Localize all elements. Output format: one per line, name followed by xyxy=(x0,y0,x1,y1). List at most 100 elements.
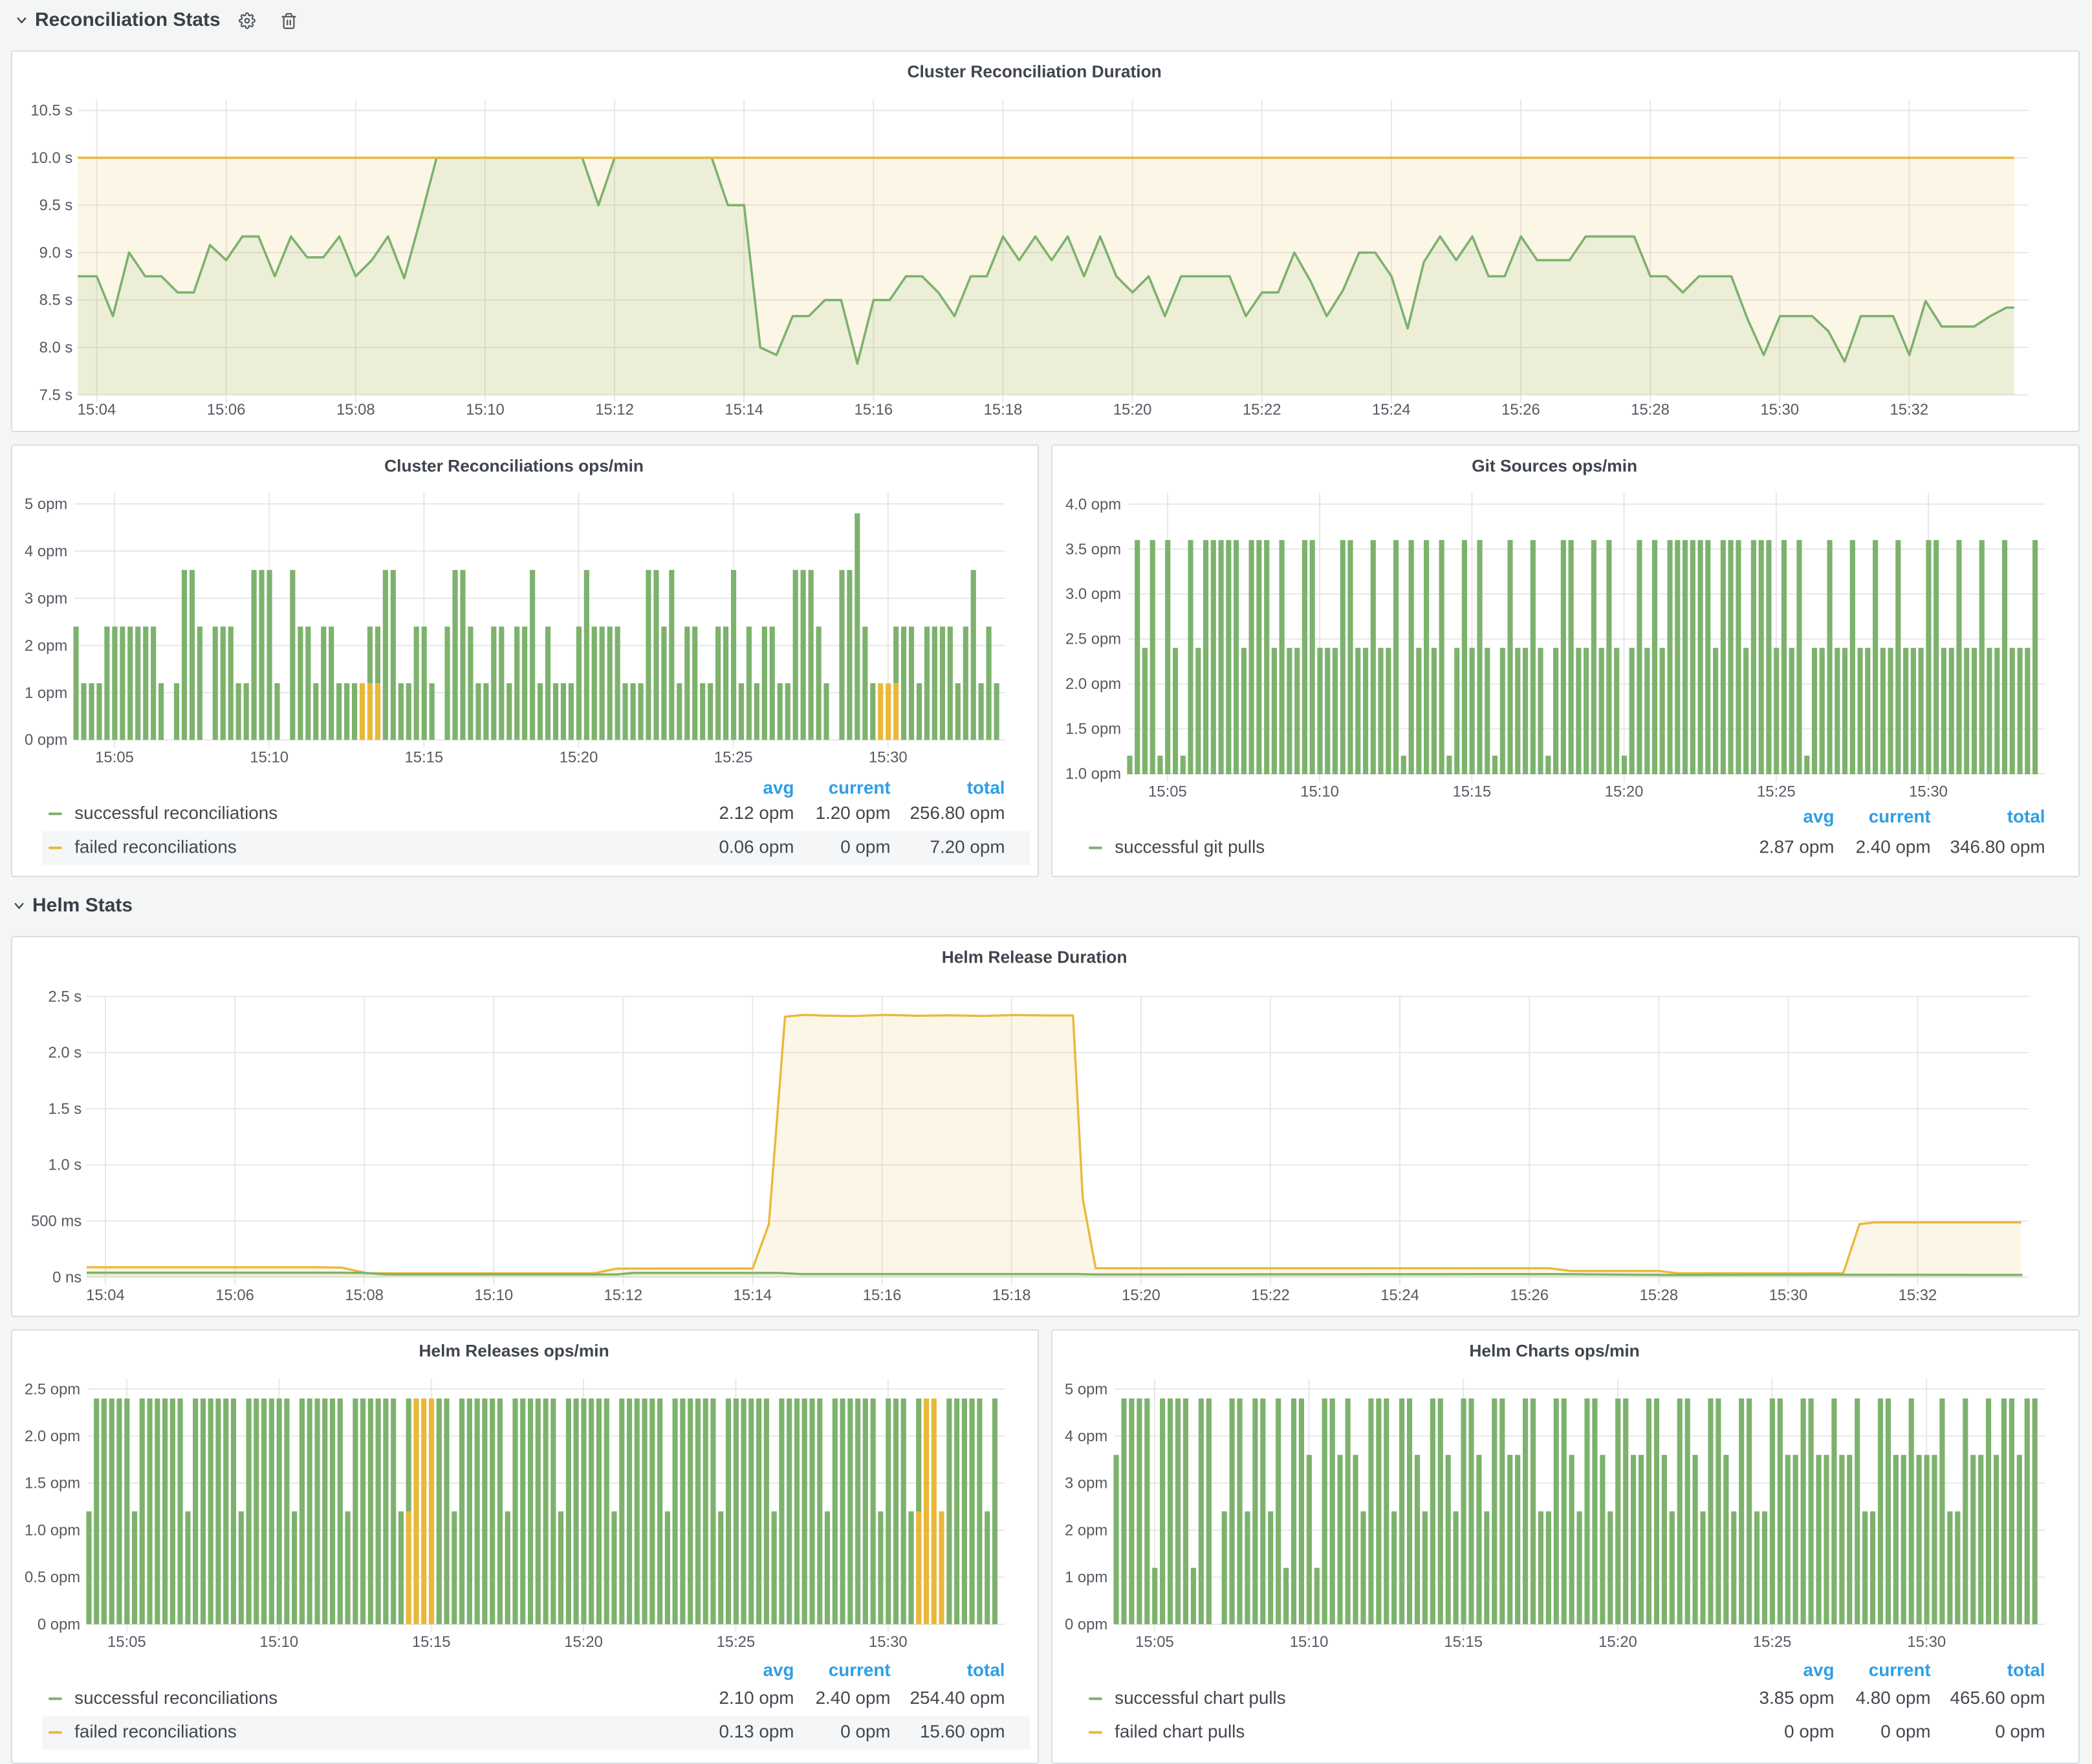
svg-text:15:12: 15:12 xyxy=(595,401,634,419)
svg-text:15.60 opm: 15.60 opm xyxy=(920,1721,1005,1741)
svg-text:1.20 opm: 1.20 opm xyxy=(816,803,891,823)
svg-text:2.5 s: 2.5 s xyxy=(49,988,82,1005)
svg-text:4.0 opm: 4.0 opm xyxy=(1065,495,1121,513)
svg-text:15:30: 15:30 xyxy=(1769,1287,1808,1304)
svg-text:15:10: 15:10 xyxy=(259,1633,298,1651)
svg-text:15:25: 15:25 xyxy=(1753,1633,1792,1651)
svg-text:successful chart pulls: successful chart pulls xyxy=(1115,1688,1285,1708)
svg-text:15:25: 15:25 xyxy=(714,749,753,767)
svg-text:1.5 opm: 1.5 opm xyxy=(25,1475,80,1492)
svg-text:2.0 opm: 2.0 opm xyxy=(25,1428,80,1445)
svg-text:Cluster Reconciliation Duratio: Cluster Reconciliation Duration xyxy=(907,62,1161,82)
svg-text:4 opm: 4 opm xyxy=(25,543,67,560)
svg-text:15:18: 15:18 xyxy=(992,1287,1031,1304)
svg-text:1.0 opm: 1.0 opm xyxy=(25,1522,80,1540)
svg-text:15:10: 15:10 xyxy=(475,1287,514,1304)
svg-text:0 opm: 0 opm xyxy=(840,1721,890,1741)
svg-text:successful reconciliations: successful reconciliations xyxy=(74,1688,278,1708)
svg-text:15:32: 15:32 xyxy=(1899,1287,1937,1304)
svg-text:0 opm: 0 opm xyxy=(25,732,67,749)
svg-text:0.13 opm: 0.13 opm xyxy=(719,1721,794,1741)
svg-text:15:06: 15:06 xyxy=(207,401,246,419)
svg-text:15:18: 15:18 xyxy=(984,401,1023,419)
svg-text:0 opm: 0 opm xyxy=(1065,1616,1107,1633)
svg-text:2 opm: 2 opm xyxy=(25,637,67,655)
svg-text:total: total xyxy=(967,1660,1005,1680)
svg-text:15:15: 15:15 xyxy=(405,749,444,767)
svg-text:Helm Charts ops/min: Helm Charts ops/min xyxy=(1469,1341,1639,1360)
svg-text:465.60 opm: 465.60 opm xyxy=(1950,1688,2045,1708)
svg-text:0 ns: 0 ns xyxy=(52,1269,82,1286)
svg-text:1 opm: 1 opm xyxy=(25,684,67,702)
svg-text:15:05: 15:05 xyxy=(107,1633,146,1651)
svg-text:15:15: 15:15 xyxy=(412,1633,451,1651)
svg-text:500 ms: 500 ms xyxy=(31,1213,82,1230)
svg-text:15:20: 15:20 xyxy=(1598,1633,1637,1651)
svg-text:1.5 s: 1.5 s xyxy=(49,1100,82,1118)
svg-text:15:14: 15:14 xyxy=(734,1287,772,1304)
svg-text:current: current xyxy=(829,778,891,798)
svg-text:2.0 s: 2.0 s xyxy=(49,1044,82,1062)
svg-text:0 opm: 0 opm xyxy=(38,1616,80,1633)
svg-text:15:24: 15:24 xyxy=(1372,401,1411,419)
svg-text:15:10: 15:10 xyxy=(466,401,505,419)
svg-text:15:14: 15:14 xyxy=(725,401,763,419)
svg-text:2.12 opm: 2.12 opm xyxy=(719,803,794,823)
svg-text:current: current xyxy=(1869,1660,1931,1680)
svg-text:Git Sources ops/min: Git Sources ops/min xyxy=(1472,456,1637,475)
svg-text:15:08: 15:08 xyxy=(336,401,375,419)
svg-text:15:15: 15:15 xyxy=(1453,783,1492,801)
svg-text:15:22: 15:22 xyxy=(1251,1287,1290,1304)
svg-text:0 opm: 0 opm xyxy=(1995,1721,2045,1741)
svg-text:5 opm: 5 opm xyxy=(1065,1380,1107,1398)
svg-text:15:24: 15:24 xyxy=(1380,1287,1419,1304)
svg-text:15:30: 15:30 xyxy=(1909,783,1948,801)
svg-text:Cluster Reconciliations ops/mi: Cluster Reconciliations ops/min xyxy=(384,456,644,475)
svg-text:15:20: 15:20 xyxy=(1113,401,1152,419)
svg-text:15:25: 15:25 xyxy=(1757,783,1796,801)
svg-text:15:28: 15:28 xyxy=(1631,401,1670,419)
svg-text:15:04: 15:04 xyxy=(86,1287,125,1304)
svg-text:2.5 opm: 2.5 opm xyxy=(25,1380,80,1398)
svg-text:7.5 s: 7.5 s xyxy=(39,386,73,404)
svg-text:15:10: 15:10 xyxy=(1290,1633,1329,1651)
svg-text:8.0 s: 8.0 s xyxy=(39,339,73,356)
svg-text:3.85 opm: 3.85 opm xyxy=(1759,1688,1834,1708)
svg-text:5 opm: 5 opm xyxy=(25,495,67,513)
svg-text:15:20: 15:20 xyxy=(1122,1287,1160,1304)
svg-text:current: current xyxy=(1869,806,1931,826)
svg-text:7.20 opm: 7.20 opm xyxy=(930,837,1005,857)
svg-text:9.5 s: 9.5 s xyxy=(39,197,73,214)
svg-text:10.5 s: 10.5 s xyxy=(30,102,72,120)
svg-text:15:04: 15:04 xyxy=(78,401,116,419)
svg-text:15:20: 15:20 xyxy=(560,749,598,767)
svg-text:15:30: 15:30 xyxy=(869,1633,908,1651)
svg-text:4.80 opm: 4.80 opm xyxy=(1856,1688,1931,1708)
svg-text:0 opm: 0 opm xyxy=(1880,1721,1930,1741)
svg-text:1.0 s: 1.0 s xyxy=(49,1157,82,1174)
svg-text:total: total xyxy=(967,778,1005,798)
svg-text:15:30: 15:30 xyxy=(869,749,908,767)
svg-text:15:10: 15:10 xyxy=(1300,783,1339,801)
svg-text:254.40 opm: 254.40 opm xyxy=(910,1688,1005,1708)
svg-text:15:28: 15:28 xyxy=(1639,1287,1678,1304)
svg-text:15:10: 15:10 xyxy=(250,749,289,767)
svg-text:successful git pulls: successful git pulls xyxy=(1115,837,1265,857)
svg-text:15:22: 15:22 xyxy=(1243,401,1281,419)
svg-text:2.40 opm: 2.40 opm xyxy=(1856,837,1931,857)
svg-text:1.0 opm: 1.0 opm xyxy=(1065,765,1121,783)
svg-text:256.80 opm: 256.80 opm xyxy=(910,803,1005,823)
svg-text:15:16: 15:16 xyxy=(863,1287,902,1304)
svg-text:15:15: 15:15 xyxy=(1444,1633,1483,1651)
svg-text:2.87 opm: 2.87 opm xyxy=(1759,837,1834,857)
svg-text:avg: avg xyxy=(763,778,794,798)
svg-text:15:05: 15:05 xyxy=(95,749,134,767)
svg-text:10.0 s: 10.0 s xyxy=(30,149,72,167)
svg-text:15:20: 15:20 xyxy=(1605,783,1644,801)
svg-text:2.0 opm: 2.0 opm xyxy=(1065,675,1121,693)
svg-text:Helm Release Duration: Helm Release Duration xyxy=(942,948,1128,967)
svg-text:2 opm: 2 opm xyxy=(1065,1522,1107,1540)
svg-text:15:05: 15:05 xyxy=(1148,783,1187,801)
svg-text:avg: avg xyxy=(1803,806,1835,826)
svg-text:15:26: 15:26 xyxy=(1501,401,1540,419)
